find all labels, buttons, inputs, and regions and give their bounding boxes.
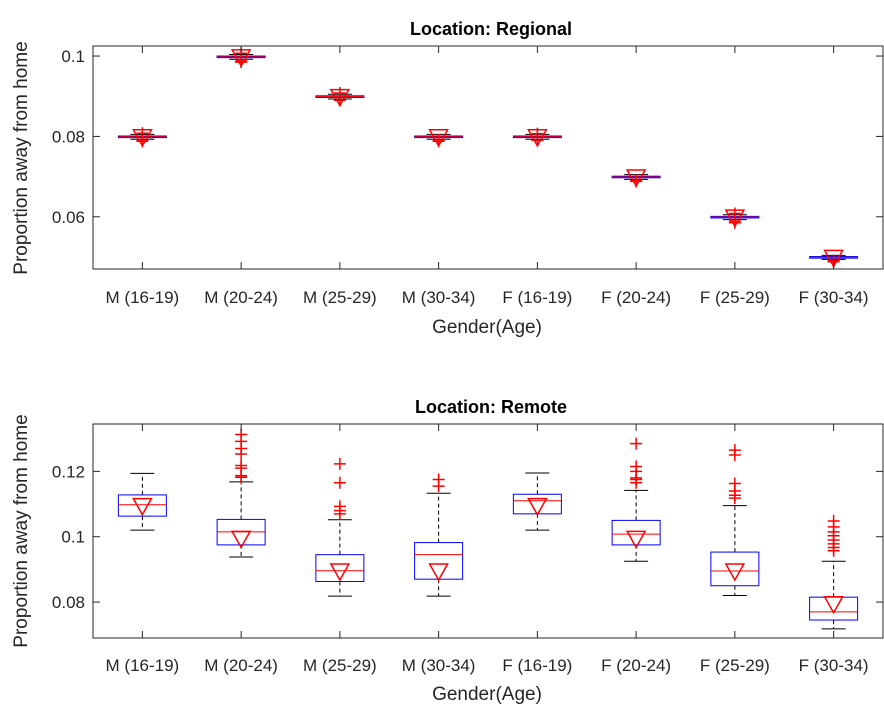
outlier-marker <box>235 459 248 472</box>
x-tick-label: M (20-24) <box>204 656 278 675</box>
mean-marker <box>329 88 351 108</box>
outlier-marker <box>630 460 643 473</box>
y-axis-label: Proportion away from home <box>11 414 32 647</box>
x-tick-label: M (16-19) <box>106 656 180 675</box>
x-tick-label: F (30-34) <box>799 288 869 307</box>
mean-marker <box>823 595 844 615</box>
x-tick-label: M (30-34) <box>402 656 476 675</box>
x-tick-label: M (16-19) <box>106 288 180 307</box>
regional-panel: Location: Regional 0.06 0.08 0.1 M (16-19)… <box>11 19 884 338</box>
boxes <box>117 428 859 630</box>
y-tick-label: 0.12 <box>52 462 85 481</box>
outlier-marker <box>630 437 643 450</box>
box-group <box>809 515 859 630</box>
mean-marker <box>724 209 746 228</box>
box-group <box>315 87 365 108</box>
box-group <box>710 207 760 229</box>
box <box>512 493 562 515</box>
mean-marker <box>527 129 548 148</box>
outlier-marker <box>728 477 741 490</box>
mean-marker <box>230 530 252 549</box>
mean-marker <box>625 169 647 188</box>
y-tick-label: 0.1 <box>61 47 85 66</box>
x-tick-label: M (25-29) <box>303 288 377 307</box>
outlier-marker <box>728 444 741 457</box>
y-tick-label: 0.08 <box>52 127 85 146</box>
box-group <box>611 437 661 562</box>
y-axis-ticks: 0.08 0.1 0.12 <box>52 462 883 612</box>
box-group <box>710 444 760 597</box>
box-group <box>809 249 859 268</box>
box <box>611 519 661 546</box>
box <box>710 551 760 587</box>
y-axis-ticks: 0.06 0.08 0.1 <box>52 47 883 227</box>
x-tick-label: M (25-29) <box>303 656 377 675</box>
mean-marker <box>527 497 548 517</box>
box-group <box>512 472 562 531</box>
x-tick-label: F (20-24) <box>601 656 671 675</box>
box-group <box>216 428 266 558</box>
box-group <box>117 127 167 148</box>
x-tick-label: F (16-19) <box>502 656 572 675</box>
y-axis-label: Proportion away from home <box>11 41 32 274</box>
chart-title: Location: Regional <box>410 19 572 39</box>
box-group <box>512 127 562 148</box>
x-tick-label: F (30-34) <box>799 656 869 675</box>
outlier-marker <box>333 476 346 489</box>
y-tick-label: 0.08 <box>52 593 85 612</box>
mean-marker <box>724 563 746 582</box>
box-group <box>414 473 464 597</box>
chart-title: Location: Remote <box>415 397 567 417</box>
mean-marker <box>132 129 153 148</box>
mean-marker <box>823 249 844 268</box>
mean-marker <box>428 129 449 148</box>
mean-marker <box>625 530 647 549</box>
box-group <box>315 457 365 597</box>
mean-marker <box>132 497 153 517</box>
outlier-marker <box>333 500 346 513</box>
outlier-marker <box>333 457 346 470</box>
x-axis-label: Gender(Age) <box>432 317 542 338</box>
remote-panel: Location: Remote 0.080.10.12 M (16-19) M … <box>11 397 884 705</box>
x-tick-label: F (25-29) <box>700 288 770 307</box>
mean-marker <box>329 563 351 582</box>
box-group <box>414 129 464 148</box>
mean-marker <box>428 563 449 582</box>
box <box>809 596 859 621</box>
outlier-marker <box>432 473 445 486</box>
plot-area <box>92 45 884 270</box>
boxes <box>117 47 859 268</box>
x-tick-label: F (16-19) <box>502 288 572 307</box>
x-axis-ticks: M (16-19) M (20-24) M (25-29) M (30-34) F (1… <box>106 424 869 675</box>
plot-area <box>92 423 884 639</box>
outlier-marker <box>827 515 840 528</box>
x-tick-label: F (20-24) <box>601 288 671 307</box>
x-axis-ticks: M (16-19) M (20-24) M (25-29) M (30-34) F (1… <box>106 46 869 307</box>
x-axis-label: Gender(Age) <box>432 684 542 705</box>
x-tick-label: M (20-24) <box>204 288 278 307</box>
box-group <box>611 169 661 188</box>
box <box>414 542 464 580</box>
box-group <box>216 47 266 69</box>
y-tick-label: 0.06 <box>52 208 85 227</box>
y-tick-label: 0.1 <box>61 528 85 547</box>
x-tick-label: F (25-29) <box>700 656 770 675</box>
box-group <box>117 472 167 531</box>
box <box>315 554 365 582</box>
x-tick-label: M (30-34) <box>402 288 476 307</box>
